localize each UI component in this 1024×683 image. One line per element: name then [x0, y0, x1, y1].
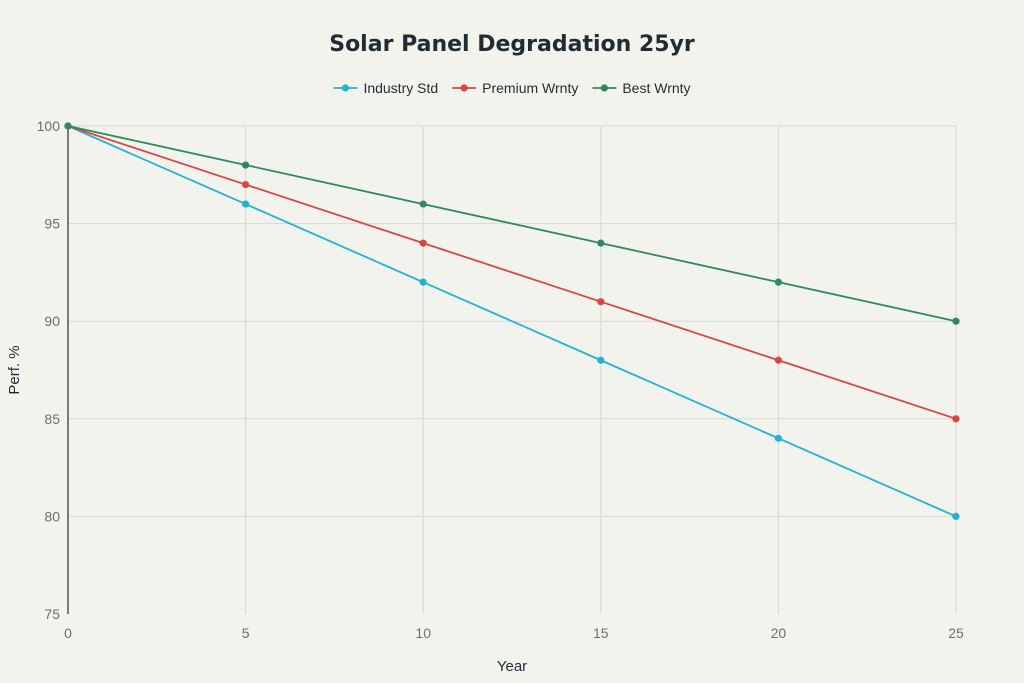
legend-item-premium-wrnty: Premium Wrnty [452, 80, 578, 96]
legend-marker [341, 84, 350, 92]
data-point [597, 298, 605, 306]
series-layer [64, 122, 960, 521]
x-tick-label: 20 [771, 625, 787, 641]
data-point [952, 317, 960, 325]
data-point [419, 239, 427, 247]
data-point [64, 122, 72, 130]
data-point [774, 356, 783, 364]
data-point [597, 356, 605, 364]
legend-marker [460, 84, 468, 92]
legend-item-industry-std: Industry Std [333, 80, 438, 96]
legend-label: Best Wrnty [622, 80, 690, 96]
legend-item-best-wrnty: Best Wrnty [592, 80, 691, 96]
series-line [67, 125, 957, 518]
x-tick-label: 25 [948, 625, 964, 641]
legend: Industry Std Premium Wrnty Best Wrnty [333, 80, 691, 96]
x-tick-label: 10 [415, 625, 431, 641]
y-tick-label: 95 [44, 216, 60, 232]
data-point [419, 200, 427, 208]
x-axis-title: Year [497, 658, 527, 675]
legend-label: Industry Std [363, 80, 438, 96]
series-line [67, 125, 957, 420]
data-point [952, 512, 960, 521]
chart-title: Solar Panel Degradation 25yr [329, 32, 695, 57]
data-point [242, 180, 250, 189]
series-line [67, 125, 957, 323]
x-tick-label: 0 [64, 625, 72, 641]
y-tick-label: 75 [44, 606, 60, 622]
legend-marker [600, 84, 608, 92]
y-tick-label: 90 [44, 313, 60, 329]
gridlines [68, 125, 957, 614]
series-premium-wrnty [64, 122, 960, 423]
data-point [597, 239, 605, 247]
data-point [774, 278, 783, 286]
x-tick-label: 15 [593, 625, 609, 641]
data-point [952, 415, 960, 423]
data-point [419, 278, 427, 286]
y-tick-label: 85 [44, 411, 60, 427]
data-point [242, 200, 250, 208]
y-axis-title: Perf. % [6, 345, 23, 394]
y-tick-label: 80 [44, 508, 60, 524]
data-point [242, 161, 250, 169]
data-point [774, 434, 783, 442]
y-tick-label: 100 [37, 118, 61, 134]
x-tick-label: 5 [242, 625, 250, 641]
legend-label: Premium Wrnty [482, 80, 578, 96]
series-best-wrnty [64, 122, 960, 325]
tick-labels: 75 80 85 90 95 100 0 5 10 15 20 25 [37, 118, 964, 641]
